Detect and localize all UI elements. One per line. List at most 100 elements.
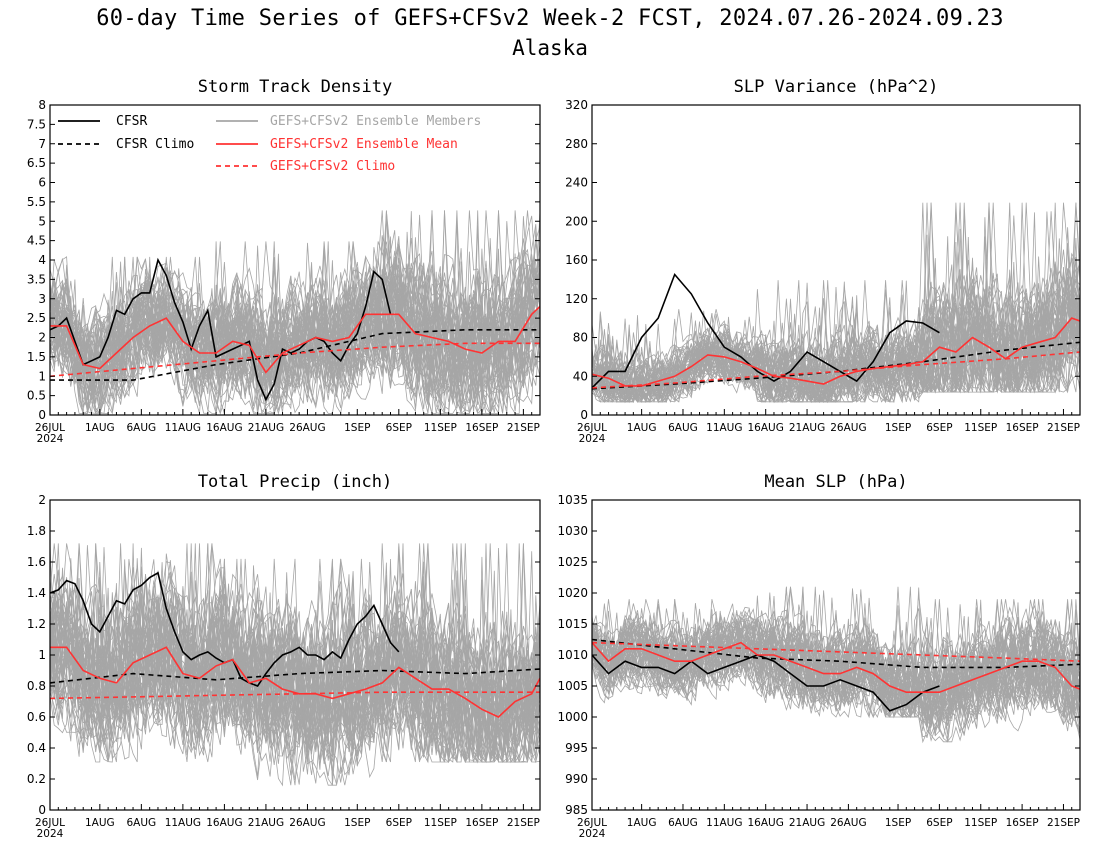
ensemble-member-line	[50, 543, 540, 750]
x-tick-label: 26JUL	[35, 817, 65, 829]
ensemble-member-line	[50, 256, 540, 414]
y-tick-label: 8	[38, 98, 46, 112]
ensemble-member-line	[592, 202, 1080, 403]
x-tick-label: 1SEP	[885, 817, 911, 829]
ensemble-member-line	[50, 264, 540, 414]
y-tick-label: 80	[573, 331, 588, 345]
ensemble-member-line	[50, 274, 540, 414]
y-tick-label: 1.4	[27, 586, 46, 600]
x-tick-label: 6AUG	[127, 422, 157, 434]
y-tick-label: 0.6	[27, 710, 46, 724]
x-tick-label: 26AUG	[289, 422, 325, 434]
gefs-climo-line	[50, 342, 540, 378]
x-tick-label: 11SEP	[424, 422, 457, 434]
gefs-climo-line	[50, 691, 540, 700]
y-tick-label: 320	[565, 98, 588, 112]
figure-title: 60-day Time Series of GEFS+CFSv2 Week-2 …	[96, 6, 1004, 31]
x-tick-label: 1AUG	[627, 422, 657, 434]
x-tick-label: 6SEP	[386, 422, 412, 434]
y-tick-label: 2	[38, 493, 46, 507]
mean-slp-ensemble-members	[592, 586, 1080, 744]
slp-variance-ensemble-members	[592, 202, 1080, 404]
x-tick-label: 26JUL	[35, 422, 65, 434]
ensemble-mean-line	[50, 305, 540, 374]
x-tick-label: 21SEP	[1047, 817, 1080, 829]
mean-slp-panel: Mean SLP (hPa) 985 990 995 1000 1005 1010 1015 1…	[557, 472, 1081, 840]
total-precip-ensemble-members	[50, 543, 540, 787]
ensemble-member-line	[50, 219, 540, 414]
y-tick-label: 200	[565, 214, 588, 228]
x-tick-label: 21SEP	[507, 817, 540, 829]
ensemble-mean-line	[592, 641, 1080, 694]
gefs-climo-line	[592, 351, 1080, 389]
cfsr-climo-line	[592, 341, 1080, 390]
ensemble-member-line	[592, 259, 1080, 403]
x-tick-label: 1AUG	[627, 817, 657, 829]
x-tick-year: 2024	[579, 433, 606, 445]
y-tick-label: 1030	[557, 524, 588, 538]
x-tick-label: 26JUL	[577, 817, 607, 829]
y-tick-label: 0.8	[27, 679, 46, 693]
x-tick-label: 6AUG	[127, 817, 157, 829]
y-tick-label: 4.5	[27, 234, 46, 248]
x-tick-label: 16AUG	[206, 817, 242, 829]
x-tick-label: 1SEP	[885, 422, 911, 434]
y-tick-label: 0	[580, 408, 588, 422]
x-tick-label: 26JUL	[577, 422, 607, 434]
y-tick-label: 995	[565, 741, 588, 755]
y-tick-label: 160	[565, 253, 588, 267]
cfsr-climo-line	[50, 328, 540, 381]
ensemble-member-line	[592, 264, 1080, 403]
figure-region: Alaska	[512, 36, 588, 60]
x-tick-label: 6SEP	[926, 422, 952, 434]
total-precip-panel: Total Precip (inch) 0 0.2 0.4 0.6 0.8 1 1.2 1.4 1…	[27, 472, 541, 840]
x-tick-label: 21AUG	[248, 422, 284, 434]
y-tick-label: 40	[573, 369, 588, 383]
x-tick-label: 6SEP	[386, 817, 412, 829]
x-tick-label: 21SEP	[507, 422, 540, 434]
y-tick-label: 240	[565, 176, 588, 190]
x-tick-label: 6AUG	[668, 817, 698, 829]
x-tick-label: 11SEP	[964, 422, 997, 434]
ensemble-member-line	[50, 577, 540, 774]
ensemble-member-line	[592, 586, 1080, 726]
x-tick-label: 11SEP	[964, 817, 997, 829]
y-tick-label: 1	[38, 369, 46, 383]
x-tick-label: 16AUG	[748, 422, 784, 434]
x-tick-label: 6SEP	[926, 817, 952, 829]
ensemble-member-line	[50, 256, 540, 414]
x-tick-label: 21AUG	[789, 817, 825, 829]
x-tick-label: 11AUG	[706, 817, 742, 829]
legend: CFSR CFSR Climo GEFS+CFSv2 Ensemble Member…	[58, 114, 481, 174]
panel-title: SLP Variance (hPa^2)	[734, 77, 939, 97]
y-tick-label: 1035	[557, 493, 588, 507]
y-tick-label: 1000	[557, 710, 588, 724]
x-tick-label: 16SEP	[1006, 422, 1039, 434]
y-tick-label: 0	[38, 408, 46, 422]
x-tick-label: 1SEP	[344, 422, 370, 434]
y-tick-label: 1010	[557, 648, 588, 662]
panel-title: Mean SLP (hPa)	[764, 472, 907, 492]
x-tick-label: 16SEP	[465, 422, 498, 434]
y-tick-label: 985	[565, 803, 588, 817]
x-tick-label: 11AUG	[706, 422, 742, 434]
y-tick-label: 3	[38, 292, 46, 306]
legend-members-label: GEFS+CFSv2 Ensemble Members	[270, 114, 481, 129]
y-tick-label: 1.2	[27, 617, 46, 631]
y-tick-label: 120	[565, 292, 588, 306]
y-tick-label: 7	[38, 137, 46, 151]
y-tick-label: 280	[565, 137, 588, 151]
x-tick-label: 11AUG	[165, 817, 201, 829]
ensemble-member-line	[50, 576, 540, 758]
ensemble-mean-line	[50, 646, 540, 718]
y-tick-label: 4	[38, 253, 46, 267]
ensemble-member-line	[592, 603, 1080, 731]
x-tick-label: 11SEP	[424, 817, 457, 829]
ensemble-member-line	[592, 599, 1080, 731]
legend-cfsr-label: CFSR	[116, 114, 147, 129]
x-tick-label: 1AUG	[85, 422, 115, 434]
legend-gefs-climo-label: GEFS+CFSv2 Climo	[270, 159, 395, 174]
x-tick-label: 21SEP	[1047, 422, 1080, 434]
panel-title: Storm Track Density	[198, 77, 392, 97]
x-tick-label: 26AUG	[289, 817, 325, 829]
